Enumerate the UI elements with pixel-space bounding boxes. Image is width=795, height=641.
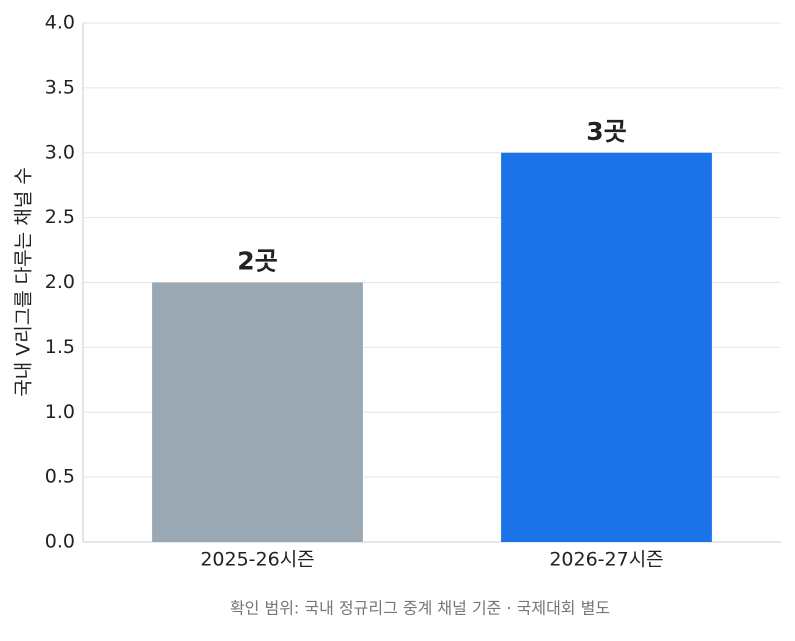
value-label: 3곳 xyxy=(586,117,626,146)
value-label: 2곳 xyxy=(237,247,277,276)
x-tick-label: 2025-26시즌 xyxy=(200,549,314,571)
y-tick-label: 0.0 xyxy=(45,531,75,553)
footnote: 확인 범위: 국내 정규리그 중계 채널 기준 · 국제대회 별도 xyxy=(230,599,610,618)
y-tick-label: 2.0 xyxy=(45,271,75,293)
y-tick-label: 0.5 xyxy=(45,466,75,488)
y-tick-label: 2.5 xyxy=(45,206,75,228)
y-axis-label: 국내 V리그를 다루는 채널 수 xyxy=(13,167,35,396)
y-tick-label: 1.0 xyxy=(45,401,75,423)
y-tick-label: 4.0 xyxy=(45,12,75,34)
y-tick-label: 3.0 xyxy=(45,141,75,163)
bar xyxy=(152,282,363,542)
y-tick-label: 3.5 xyxy=(45,76,75,98)
bar xyxy=(501,152,712,542)
x-tick-label: 2026-27시즌 xyxy=(549,549,663,571)
y-tick-label: 1.5 xyxy=(45,336,75,358)
